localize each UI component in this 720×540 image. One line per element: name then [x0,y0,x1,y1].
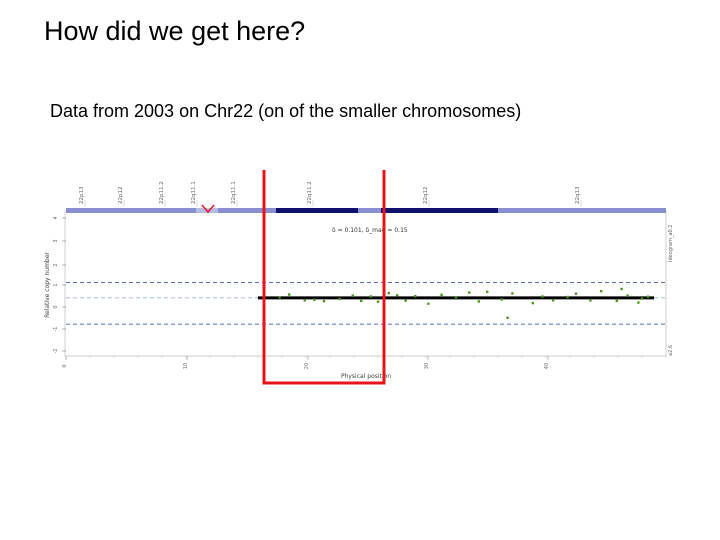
x-tick-label: 20 [304,363,310,369]
band-label: 22p13 [79,186,85,204]
ideogram-band [358,208,381,213]
data-point [288,293,291,296]
data-point [278,296,281,299]
data-point [477,300,480,303]
data-point [511,292,514,295]
ideogram-band [66,208,196,213]
data-point [322,299,326,303]
y-tick-label: 1 [53,283,59,286]
threshold-lines [66,282,666,325]
chromosome-ideogram [66,208,666,213]
data-point [427,302,430,305]
band-label: 22q11.1 [191,181,197,204]
data-point [454,296,458,299]
data-point [486,290,489,293]
band-label: 22q11.1 [231,181,237,204]
data-point [338,297,341,301]
data-point [440,293,443,296]
copy-number-chart: 22p13 22p12 22p11.2 22q11.1 22q11.1 22q11.2 22… [44,170,674,385]
data-point [566,295,569,299]
slide-title: How did we get here? [44,16,306,46]
data-point [468,291,471,294]
data-point [531,301,534,305]
ideogram-band [424,208,498,213]
data-point [360,299,363,303]
y-tick-label: -1 [53,327,59,332]
ideogram-band [218,208,276,213]
bottom-side-label: a2.6 [668,345,674,356]
ideogram-side-label: Ideogram_a0.2 [668,225,674,262]
data-point [506,316,509,319]
data-point [646,295,650,298]
y-tick-label: -2 [53,349,59,354]
band-label: 22p11.2 [159,181,165,204]
y-tick-label: 0 [53,305,59,308]
y-axis-label: Relative copy number [44,252,51,318]
data-point [600,290,603,293]
band-label: 22q11.2 [307,181,313,204]
ideogram-band [498,208,666,213]
data-point [615,299,618,303]
data-point [351,294,354,297]
data-point [620,287,623,291]
ideogram-band [276,208,358,213]
x-tick-label: 30 [424,363,430,369]
ideogram-band [381,208,424,213]
y-tick-label: 3 [53,239,59,242]
stats-annotation: δ = 0.101, δ_mad = 0.15 [332,227,408,234]
data-point [552,299,555,302]
data-point [404,299,407,302]
x-tick-label: 0 [62,364,68,367]
x-tick-label: 40 [544,363,550,369]
data-point [414,294,417,298]
y-axis-ticks: 4 3 2 1 0 -1 -2 [53,216,66,354]
slide-subtitle: Data from 2003 on Chr22 (on of the small… [50,101,522,121]
data-point [396,294,399,297]
data-point [376,300,380,303]
data-point [637,301,640,304]
data-point [589,299,592,302]
data-points [278,287,650,319]
y-tick-label: 4 [53,216,59,219]
highlight-box [262,170,386,385]
band-label: 22p12 [118,187,124,205]
y-tick-label: 2 [53,263,59,266]
x-axis-label: Physical position [341,373,391,380]
centromere-marker [201,204,215,214]
x-tick-label: 10 [183,363,189,369]
data-point [313,298,316,301]
data-point [369,295,372,298]
band-label: 22q13 [575,186,581,204]
data-point [640,297,644,300]
data-point [541,295,544,298]
data-point [626,294,629,297]
data-point [303,299,306,302]
x-axis-ticks: 0 10 20 30 40 [62,356,667,369]
data-point [387,291,390,295]
band-labels: 22p13 22p12 22p11.2 22q11.1 22q11.1 22q11.2 22… [79,181,582,207]
data-point [500,298,503,301]
band-label: 22q12 [423,187,429,205]
data-point [574,292,578,295]
